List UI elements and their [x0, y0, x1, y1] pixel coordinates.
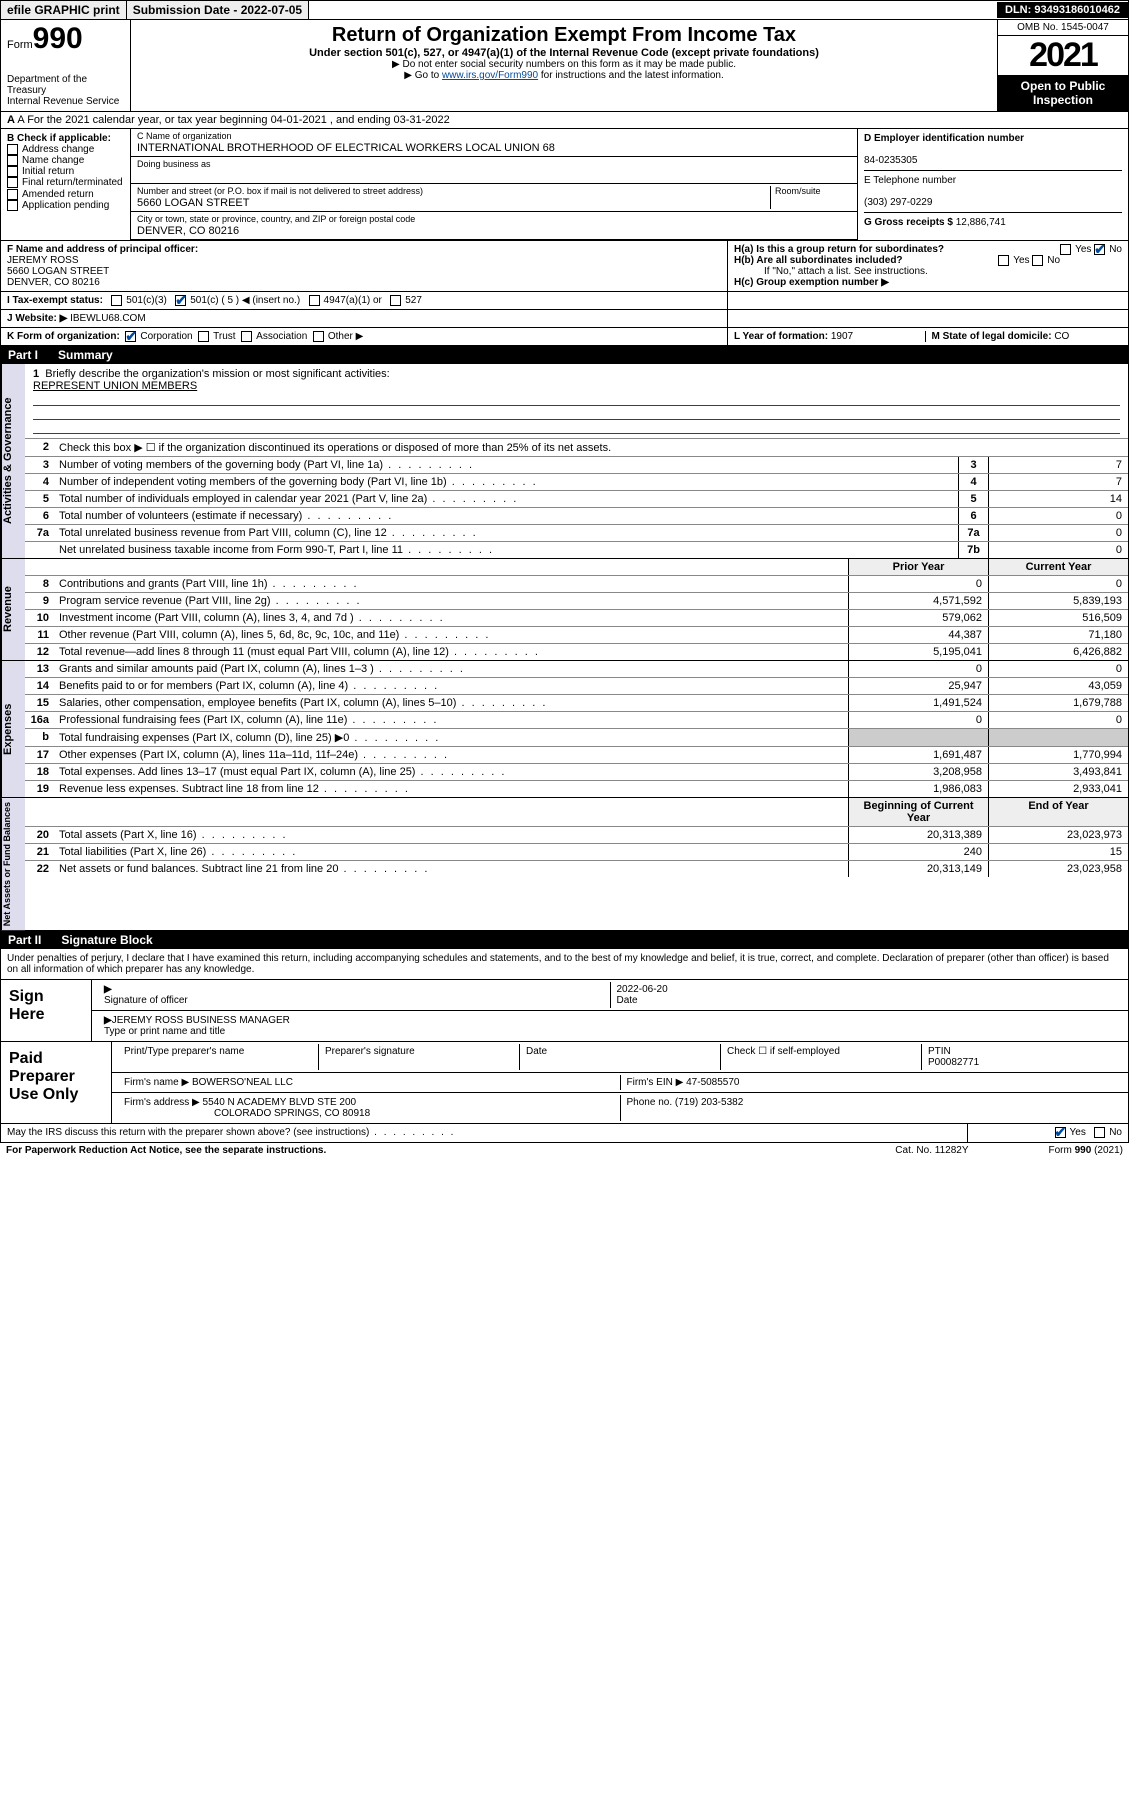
- year-cell: OMB No. 1545-0047 2021 Open to Public In…: [998, 20, 1128, 111]
- irs-link[interactable]: www.irs.gov/Form990: [442, 70, 538, 81]
- dln: DLN: 93493186010462: [997, 2, 1128, 18]
- money-line: 10Investment income (Part VIII, column (…: [25, 610, 1128, 627]
- section-netassets: Net Assets or Fund Balances Beginning of…: [0, 798, 1129, 931]
- chk-501c[interactable]: [175, 295, 186, 306]
- money-line: 15Salaries, other compensation, employee…: [25, 695, 1128, 712]
- money-line: 19Revenue less expenses. Subtract line 1…: [25, 781, 1128, 797]
- chk-other[interactable]: [313, 331, 324, 342]
- chk-trust[interactable]: [198, 331, 209, 342]
- form-title: Return of Organization Exempt From Incom…: [139, 24, 989, 47]
- money-line: 14Benefits paid to or for members (Part …: [25, 678, 1128, 695]
- mission-text: REPRESENT UNION MEMBERS: [33, 380, 197, 392]
- money-line: 18Total expenses. Add lines 13–17 (must …: [25, 764, 1128, 781]
- ein: 84-0235305: [864, 155, 917, 166]
- money-line: 12Total revenue—add lines 8 through 11 (…: [25, 644, 1128, 660]
- money-line: 16aProfessional fundraising fees (Part I…: [25, 712, 1128, 729]
- money-line: bTotal fundraising expenses (Part IX, co…: [25, 729, 1128, 747]
- efile-print-button[interactable]: efile GRAPHIC print: [1, 1, 127, 19]
- section-expenses: Expenses 13Grants and similar amounts pa…: [0, 661, 1129, 798]
- firm-phone: (719) 203-5382: [675, 1097, 743, 1108]
- row-i: I Tax-exempt status: 501(c)(3) 501(c) ( …: [0, 292, 1129, 310]
- firm-name: BOWERSO'NEAL LLC: [192, 1077, 293, 1088]
- officer-name: JEREMY ROSS BUSINESS MANAGER: [112, 1015, 290, 1026]
- chk-address-change[interactable]: [7, 144, 18, 155]
- tab-revenue: Revenue: [1, 559, 25, 660]
- gov-line: 3Number of voting members of the governi…: [25, 457, 1128, 474]
- money-line: 17Other expenses (Part IX, column (A), l…: [25, 747, 1128, 764]
- tab-expenses: Expenses: [1, 661, 25, 797]
- form-number-cell: Form990 Department of the Treasury Inter…: [1, 20, 131, 111]
- top-bar: efile GRAPHIC print Submission Date - 20…: [0, 0, 1129, 20]
- chk-527[interactable]: [390, 295, 401, 306]
- chk-amended[interactable]: [7, 189, 18, 200]
- chk-assoc[interactable]: [241, 331, 252, 342]
- chk-discuss-no[interactable]: [1094, 1127, 1105, 1138]
- discuss-row: May the IRS discuss this return with the…: [0, 1124, 1129, 1142]
- money-line: 11Other revenue (Part VIII, column (A), …: [25, 627, 1128, 644]
- tab-netassets: Net Assets or Fund Balances: [1, 798, 25, 930]
- money-line: 13Grants and similar amounts paid (Part …: [25, 661, 1128, 678]
- page-footer: For Paperwork Reduction Act Notice, see …: [0, 1143, 1129, 1158]
- gov-line: 5Total number of individuals employed in…: [25, 491, 1128, 508]
- chk-final-return[interactable]: [7, 177, 18, 188]
- money-line: 22Net assets or fund balances. Subtract …: [25, 861, 1128, 877]
- gov-line: 6Total number of volunteers (estimate if…: [25, 508, 1128, 525]
- submission-date: Submission Date - 2022-07-05: [127, 1, 309, 19]
- tab-governance: Activities & Governance: [1, 364, 25, 558]
- money-line: 21Total liabilities (Part X, line 26)240…: [25, 844, 1128, 861]
- gov-line: 4Number of independent voting members of…: [25, 474, 1128, 491]
- chk-501c3[interactable]: [111, 295, 122, 306]
- gov-line: 7aTotal unrelated business revenue from …: [25, 525, 1128, 542]
- money-line: 20Total assets (Part X, line 16)20,313,3…: [25, 827, 1128, 844]
- chk-initial-return[interactable]: [7, 166, 18, 177]
- paid-preparer-label: Paid Preparer Use Only: [1, 1042, 111, 1123]
- form-title-cell: Return of Organization Exempt From Incom…: [131, 20, 998, 111]
- section-revenue: Revenue Prior YearCurrent Year 8Contribu…: [0, 559, 1129, 661]
- col-b-checkboxes: B Check if applicable: Address change Na…: [1, 129, 131, 240]
- chk-hb-yes[interactable]: [998, 255, 1009, 266]
- chk-hb-no[interactable]: [1032, 255, 1043, 266]
- org-info-grid: B Check if applicable: Address change Na…: [0, 129, 1129, 241]
- part1-header: Part ISummary: [0, 346, 1129, 364]
- part2-header: Part IISignature Block: [0, 931, 1129, 949]
- chk-corp[interactable]: [125, 331, 136, 342]
- declaration: Under penalties of perjury, I declare th…: [0, 949, 1129, 980]
- paid-preparer-section: Paid Preparer Use Only Print/Type prepar…: [0, 1042, 1129, 1124]
- chk-4947[interactable]: [309, 295, 320, 306]
- chk-ha-yes[interactable]: [1060, 244, 1071, 255]
- tax-year-row: A A For the 2021 calendar year, or tax y…: [0, 112, 1129, 129]
- website: IBEWLU68.COM: [70, 313, 146, 324]
- col-de: D Employer identification number84-02353…: [858, 129, 1128, 240]
- sign-here-section: Sign Here ▶Signature of officer 2022-06-…: [0, 980, 1129, 1042]
- money-line: 9Program service revenue (Part VIII, lin…: [25, 593, 1128, 610]
- row-f-h: F Name and address of principal officer:…: [0, 241, 1129, 292]
- chk-app-pending[interactable]: [7, 200, 18, 211]
- money-line: 8Contributions and grants (Part VIII, li…: [25, 576, 1128, 593]
- chk-ha-no[interactable]: [1094, 244, 1105, 255]
- gross-receipts: 12,886,741: [956, 217, 1006, 228]
- section-governance: Activities & Governance 1 Briefly descri…: [0, 364, 1129, 559]
- form-header: Form990 Department of the Treasury Inter…: [0, 20, 1129, 112]
- chk-discuss-yes[interactable]: [1055, 1127, 1066, 1138]
- row-j: J Website: ▶ IBEWLU68.COM: [0, 310, 1129, 328]
- col-c-org: C Name of organizationINTERNATIONAL BROT…: [131, 129, 858, 240]
- row-k: K Form of organization: Corporation Trus…: [0, 328, 1129, 346]
- chk-name-change[interactable]: [7, 155, 18, 166]
- form-version: Form 990 (2021): [1049, 1145, 1124, 1156]
- telephone: (303) 297-0229: [864, 197, 932, 208]
- firm-ein: 47-5085570: [686, 1077, 739, 1088]
- gov-line: Net unrelated business taxable income fr…: [25, 542, 1128, 558]
- sign-here-label: Sign Here: [1, 980, 91, 1041]
- ptin: P00082771: [928, 1057, 979, 1068]
